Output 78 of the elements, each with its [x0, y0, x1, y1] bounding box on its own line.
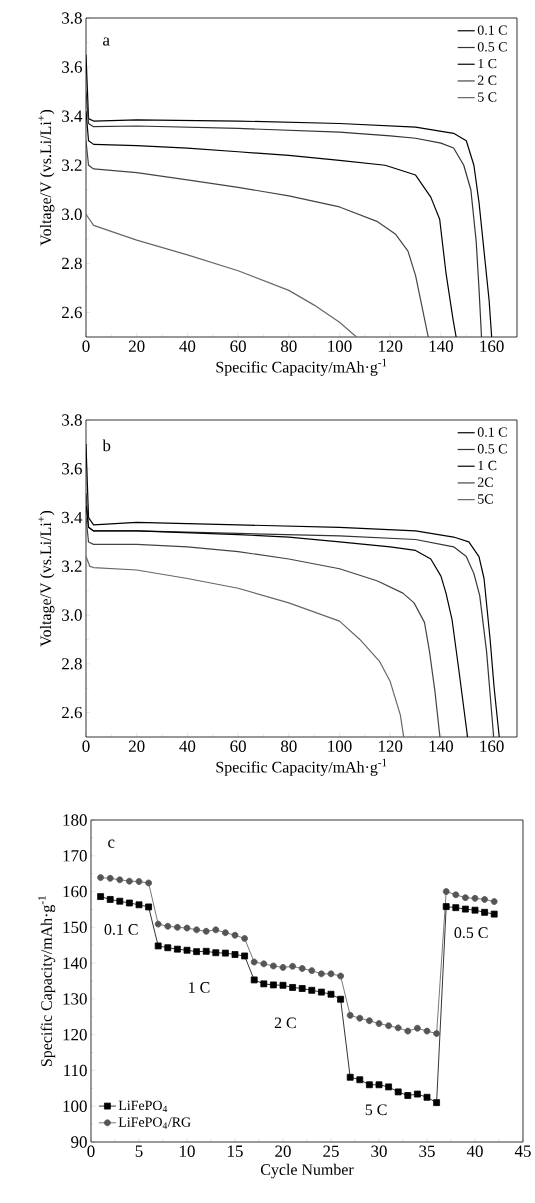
y-tick-label: 3.4 — [62, 511, 83, 524]
y-tick-label: 150 — [63, 921, 87, 934]
x-tick-label: 120 — [379, 340, 403, 352]
x-tick-label: 40 — [179, 740, 196, 752]
y-tick-label: 3.6 — [62, 61, 83, 73]
y-axis-title: Voltage/V (vs.Li/Li$^{+}$) — [38, 109, 55, 246]
y-tick-label: 3.6 — [62, 463, 83, 475]
y-tick-label: 3.0 — [62, 208, 82, 221]
x-tick-label: 60 — [230, 340, 247, 352]
legend-label: 1 C — [478, 460, 497, 471]
legend-label: 0.5 C — [477, 444, 507, 454]
x-axis-title: Specific Capacity/mAh·g$^{-1}$ — [216, 358, 387, 376]
legend-label: 0.1 C — [477, 427, 507, 437]
y-tick-label: 2.6 — [62, 706, 83, 719]
x-tick-label: 40 — [466, 1145, 483, 1157]
legend-label: 0.5 C — [477, 42, 507, 52]
legend-label: 5C — [478, 494, 493, 504]
annotation: 2 C — [274, 1017, 296, 1029]
y-tick-label: 3.8 — [62, 12, 82, 24]
annotation: 1 C — [189, 982, 210, 993]
x-tick-label: 140 — [429, 740, 454, 752]
x-tick-label: 120 — [379, 740, 403, 752]
x-tick-label: 140 — [429, 340, 454, 352]
x-tick-label: 30 — [371, 1145, 387, 1157]
x-tick-label: 60 — [230, 740, 247, 752]
y-tick-label: 170 — [63, 850, 87, 862]
y-tick-label: 3.8 — [62, 414, 82, 426]
y-tick-label: 3.2 — [62, 560, 82, 573]
y-tick-label: 2.8 — [62, 257, 82, 270]
annotation: 0.1 C — [104, 924, 138, 935]
y-axis-title: Specific Capacity/mAh·g$^{-1}$ — [38, 896, 56, 1067]
y-tick-label: 180 — [63, 814, 87, 826]
x-tick-label: 40 — [179, 340, 196, 352]
y-tick-label: 2.6 — [62, 306, 83, 319]
x-tick-label: 5 — [135, 1145, 143, 1157]
y-tick-label: 3.4 — [62, 110, 83, 122]
annotation: c — [108, 839, 115, 848]
y-tick-label: 2.8 — [62, 658, 82, 670]
x-tick-label: 45 — [514, 1145, 531, 1157]
y-tick-label: 90 — [71, 1136, 87, 1148]
y-tick-label: 130 — [63, 993, 87, 1005]
x-tick-label: 160 — [480, 340, 504, 352]
y-tick-label: 140 — [63, 957, 87, 969]
legend-label: 1 C — [478, 58, 497, 69]
legend-label: LiFePO$_{4}$ — [118, 1100, 168, 1113]
legend-label: 5 C — [478, 92, 497, 102]
x-axis-title: Cycle Number — [261, 1163, 354, 1179]
x-tick-label: 25 — [323, 1145, 339, 1157]
x-tick-label: 20 — [275, 1145, 291, 1157]
annotation: 0.5 C — [454, 927, 488, 939]
annotation: a — [103, 37, 110, 46]
x-tick-label: 160 — [480, 740, 504, 752]
x-tick-label: 20 — [129, 340, 145, 352]
x-tick-label: 0 — [82, 340, 90, 352]
annotation: b — [102, 439, 111, 452]
legend-label: 2 C — [478, 75, 497, 85]
x-tick-label: 20 — [129, 740, 145, 752]
x-tick-label: 15 — [228, 1145, 243, 1157]
x-tick-label: 0 — [87, 1145, 95, 1157]
x-tick-label: 100 — [328, 740, 352, 752]
y-tick-label: 3.2 — [62, 159, 82, 171]
x-tick-label: 100 — [328, 340, 352, 352]
x-tick-label: 35 — [419, 1145, 435, 1157]
x-tick-label: 80 — [281, 340, 297, 352]
legend-label: LiFePO$_{4}$/RG — [118, 1117, 191, 1129]
x-tick-label: 0 — [82, 740, 90, 752]
x-tick-label: 80 — [281, 740, 297, 752]
y-axis-title: Voltage/V (vs.Li/Li$^{+}$) — [38, 510, 55, 647]
y-tick-label: 120 — [63, 1028, 87, 1041]
y-tick-label: 3.0 — [62, 609, 82, 621]
x-axis-title: Specific Capacity/mAh·g$^{-1}$ — [216, 758, 387, 776]
legend-label: 2C — [478, 477, 493, 487]
annotation: 5 C — [365, 1104, 387, 1116]
y-tick-label: 160 — [63, 885, 87, 898]
y-tick-label: 100 — [63, 1100, 87, 1112]
legend-label: 0.1 C — [477, 25, 507, 35]
x-tick-label: 10 — [180, 1145, 195, 1157]
y-tick-label: 110 — [64, 1064, 87, 1077]
